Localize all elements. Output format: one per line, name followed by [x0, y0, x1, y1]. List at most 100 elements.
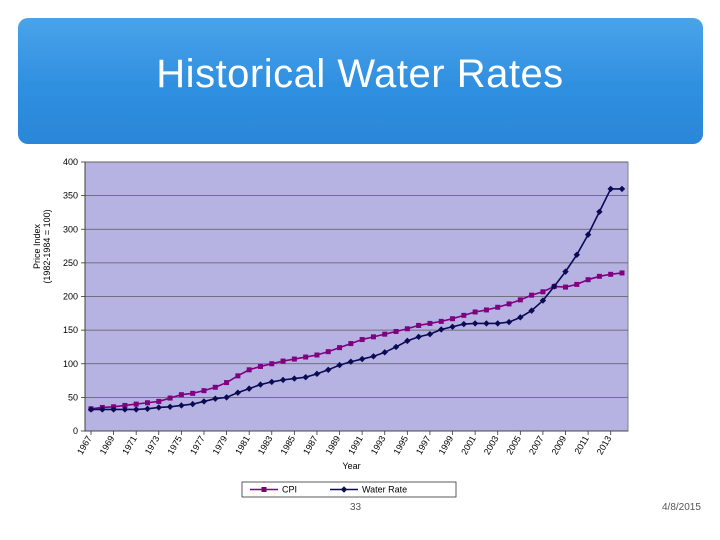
y-tick-label: 50: [68, 392, 78, 402]
data-point: [483, 320, 490, 327]
data-point: [189, 400, 196, 408]
data-point: [121, 406, 129, 413]
y-tick-label: 350: [63, 191, 78, 201]
data-point: [348, 341, 354, 347]
data-point: [370, 334, 376, 340]
data-point: [585, 277, 591, 283]
data-point: [540, 289, 546, 295]
data-point: [167, 395, 173, 401]
data-point: [426, 330, 434, 338]
x-tick-label: 2007: [527, 434, 546, 456]
data-point: [87, 406, 95, 413]
data-point: [110, 406, 117, 413]
x-tick-label: 1987: [301, 434, 320, 456]
x-tick-label: 2013: [595, 434, 614, 456]
data-point: [224, 380, 230, 386]
data-point: [539, 297, 547, 304]
y-tick-label: 300: [63, 224, 78, 234]
data-point: [416, 322, 422, 328]
slide-title: Historical Water Rates: [156, 52, 564, 96]
x-tick-label: 1973: [143, 434, 162, 456]
data-point: [551, 283, 558, 290]
data-point: [529, 292, 535, 298]
data-point: [314, 352, 320, 358]
chart-legend: CPI Water Rate: [241, 481, 457, 498]
data-point: [269, 361, 275, 367]
data-point: [166, 403, 174, 410]
data-point: [347, 358, 355, 365]
page-number: 33: [350, 502, 362, 513]
x-tick-label: 1991: [346, 434, 365, 456]
data-point: [178, 392, 184, 398]
y-tick-label: 100: [63, 359, 78, 369]
data-point: [144, 400, 150, 406]
data-point: [596, 273, 602, 279]
data-point: [302, 374, 309, 381]
data-point: [358, 355, 366, 363]
data-point: [573, 251, 581, 259]
data-point: [494, 320, 501, 327]
data-point: [563, 284, 569, 290]
data-point: [450, 316, 456, 322]
x-tick-label: 1977: [188, 434, 207, 456]
data-point: [313, 370, 321, 378]
data-point: [133, 401, 139, 407]
data-point: [619, 270, 625, 276]
data-point: [392, 343, 400, 351]
data-point: [505, 318, 513, 326]
data-point: [257, 381, 264, 388]
data-point: [122, 402, 128, 408]
data-point: [280, 358, 286, 364]
data-point: [438, 318, 444, 324]
x-tick-label: 2003: [482, 434, 501, 456]
data-point: [246, 367, 252, 373]
data-point: [584, 231, 592, 238]
data-point: [438, 326, 445, 333]
gridlines: [85, 161, 628, 398]
x-tick-label: 1985: [278, 434, 297, 456]
data-point: [404, 337, 411, 345]
y-axis-ticks: 0 50 100 150 200 250 300 350 400: [63, 157, 628, 436]
data-point: [574, 281, 580, 287]
data-point: [325, 349, 331, 355]
data-point: [336, 361, 343, 369]
data-point: [201, 388, 207, 394]
data-point: [517, 297, 523, 303]
x-tick-label: 1981: [233, 434, 252, 456]
title-banner: [18, 18, 703, 144]
y-tick-label: 150: [63, 325, 78, 335]
data-point: [359, 337, 365, 343]
series-layer: [87, 185, 626, 413]
data-point: [393, 328, 399, 334]
data-point: [156, 398, 162, 404]
data-point: [404, 326, 410, 332]
data-point: [471, 320, 479, 327]
x-tick-label: 2011: [572, 434, 590, 456]
data-point: [506, 301, 512, 307]
x-tick-label: 1975: [165, 434, 184, 456]
data-point: [472, 309, 478, 315]
x-tick-label: 1997: [414, 434, 433, 456]
x-tick-label: 1995: [391, 434, 410, 456]
x-tick-label: 2005: [504, 434, 523, 456]
data-point: [325, 366, 332, 374]
series-water-rate: [87, 185, 626, 413]
x-tick-label: 1969: [98, 434, 117, 456]
data-point: [261, 487, 267, 492]
data-point: [461, 312, 467, 318]
x-tick-label: 1971: [120, 434, 139, 456]
data-point: [460, 320, 468, 328]
data-point: [607, 185, 614, 193]
data-point: [190, 390, 196, 396]
data-point: [223, 394, 230, 401]
data-point: [212, 384, 218, 390]
x-tick-label: 1999: [437, 434, 456, 456]
data-point: [528, 307, 535, 314]
data-point: [381, 349, 388, 356]
data-point: [212, 395, 219, 402]
data-point: [291, 375, 298, 382]
data-point: [291, 356, 297, 362]
x-tick-label: 1983: [256, 434, 275, 456]
y-tick-label: 400: [63, 157, 78, 167]
data-point: [382, 331, 388, 337]
